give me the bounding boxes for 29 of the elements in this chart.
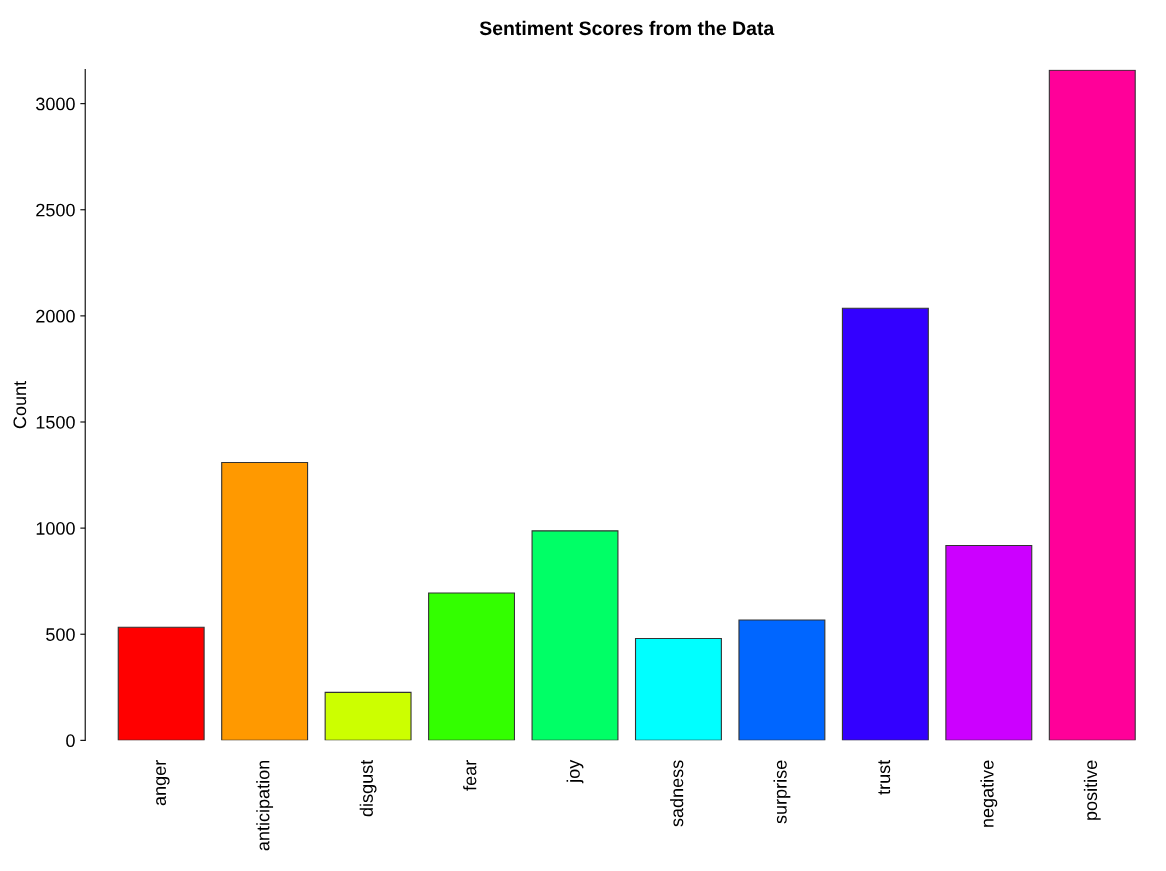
bar [945,544,1033,741]
bar [531,530,619,741]
x-tick-label: trust [878,759,891,795]
y-tick-label: 3000 [36,97,75,111]
y-tick-label: 500 [46,628,75,641]
x-tick-label: disgust [359,759,377,817]
x-tick-label: anger [156,760,170,806]
bar [634,637,722,741]
y-tick-label: 1500 [36,415,75,429]
chart-title: Sentiment Scores from the Data [479,20,775,36]
bar [428,592,516,741]
x-tick-label: sadness [670,760,684,827]
bar [221,461,309,741]
x-tick-label: negative [980,760,998,827]
bar [738,619,826,741]
bar [1048,69,1136,741]
y-tick-label: 2500 [36,203,75,217]
y-tick-label: 2000 [36,309,75,323]
x-tick-label: positive [1083,760,1101,820]
x-tick-label: fear [463,760,477,791]
bar [117,626,205,741]
x-tick-label: joy [566,759,584,784]
bar [324,691,412,741]
y-tick-label: 1000 [36,522,75,535]
x-tick-label: surprise [773,760,791,824]
x-tick-label: anticipation [256,760,274,851]
y-tick-label: 0 [66,734,75,748]
y-axis-title: Count [13,381,27,429]
bar [841,307,929,741]
